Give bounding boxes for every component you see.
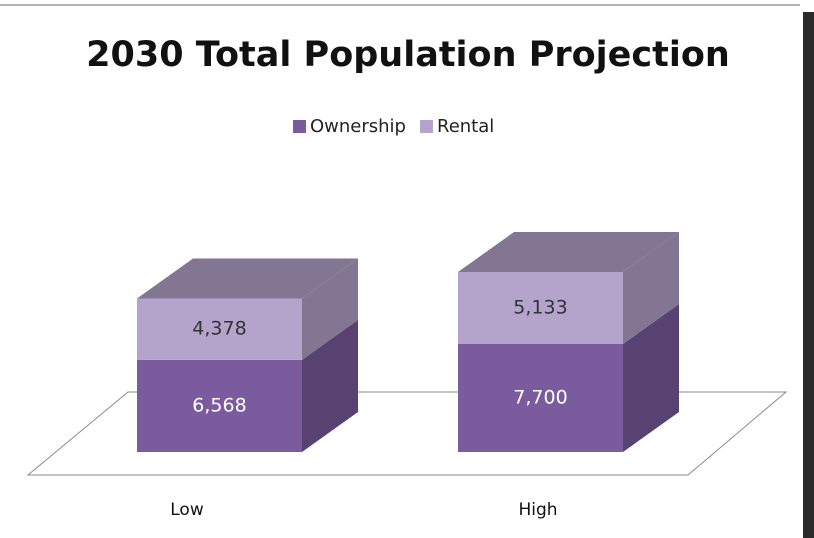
bar [458, 343, 623, 452]
legend-swatch [293, 120, 306, 133]
bar [137, 298, 302, 360]
bar-side [623, 232, 679, 344]
legend-label: Rental [437, 116, 494, 137]
x-tick-label: High [518, 500, 557, 520]
bar [458, 272, 623, 344]
bar-top [137, 258, 358, 299]
bar-side [302, 258, 358, 360]
bar-side [302, 319, 358, 452]
bar-top [458, 232, 679, 272]
x-tick-label: Low [170, 500, 204, 520]
right-edge [803, 12, 814, 538]
value-label: 5,133 [513, 296, 567, 318]
legend-label: Ownership [310, 116, 406, 137]
legend-swatch [420, 120, 433, 133]
value-label: 7,700 [513, 386, 567, 408]
chart-title: 2030 Total Population Projection [86, 35, 730, 75]
value-label: 6,568 [192, 394, 246, 416]
value-label: 4,378 [192, 318, 246, 340]
bar [137, 359, 302, 452]
bar-side [623, 303, 679, 452]
